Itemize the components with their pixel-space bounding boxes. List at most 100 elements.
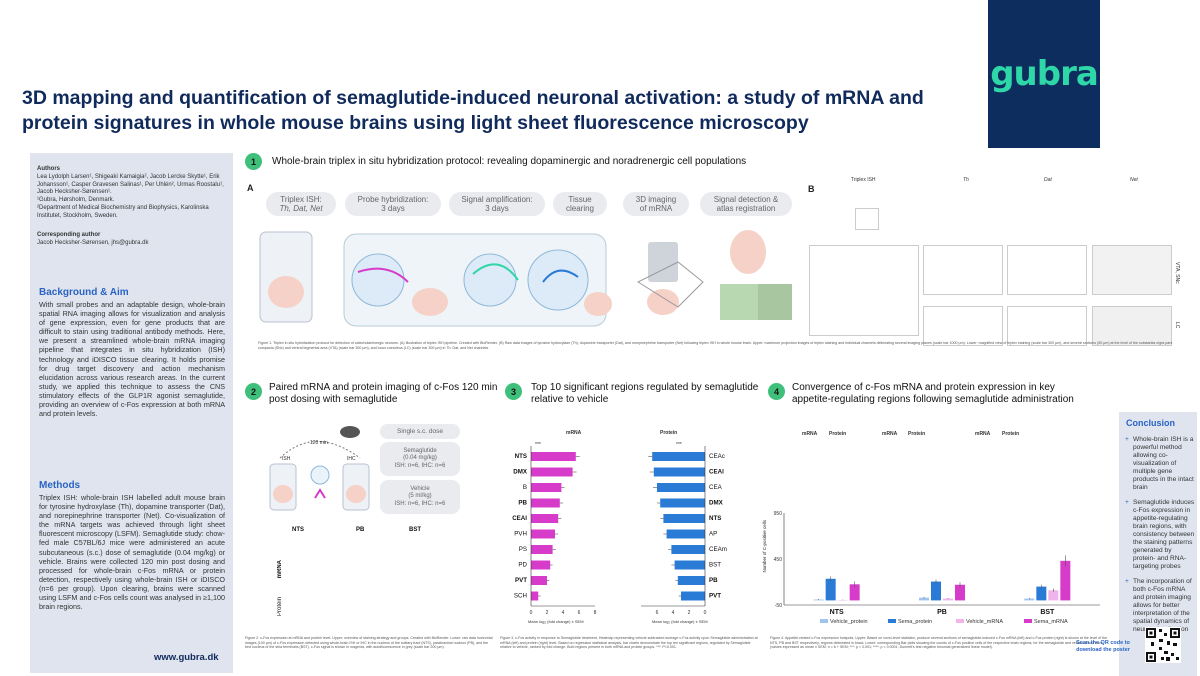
sec4-col-4: Protein [908, 431, 926, 437]
y-tick-label: 450 [774, 557, 783, 563]
y-tick-label: 950 [774, 511, 783, 517]
website-link[interactable]: www.gubra.dk [154, 652, 219, 663]
col-triplex-ish: Triplex ISH [851, 177, 876, 183]
mrna-category-label: PVT [515, 577, 527, 584]
section-2-number: 2 [245, 383, 262, 400]
x-category-label: PB [937, 609, 947, 616]
mrna-bar [531, 483, 562, 492]
step-line2: 3 days [485, 204, 509, 213]
step-3d-imaging: 3D imaging of mRNA [623, 192, 689, 216]
affiliation-2: ²Department of Medical Biochemistry and … [37, 205, 209, 219]
protein-bar [652, 452, 705, 461]
mrna-category-label: B [523, 484, 527, 491]
step-line2: atlas registration [716, 204, 776, 213]
bar-vehicle_protein [1024, 598, 1035, 601]
step-line1: 3D imaging [635, 195, 677, 204]
step-line2: 3 days [381, 204, 405, 213]
step-signal-amplification: Signal amplification: 3 days [449, 192, 545, 216]
conclusion-item-text: Whole-brain ISH is a powerful method all… [1133, 436, 1194, 491]
corresponding-author: Jacob Hecksher-Sørensen, jhs@gubra.dk [37, 240, 149, 246]
protein-bar [657, 483, 705, 492]
qr-caption: Scan the QR code to download the poster [1076, 640, 1130, 653]
protein-bar [677, 576, 705, 585]
methods-body: Triplex ISH: whole-brain ISH labelled ad… [39, 493, 225, 612]
section-1-title: Whole-brain triplex in situ hybridizatio… [272, 156, 747, 167]
row-vta-snc: VTA, SNc [1174, 262, 1180, 284]
protein-category-label: BST [709, 562, 721, 569]
mrna-category-label: PVH [514, 531, 527, 538]
bar-vehicle_mrna [1048, 590, 1059, 601]
row-lc: LC [1174, 322, 1180, 329]
triplex-ish-image [809, 245, 919, 336]
step-signal-detection: Signal detection & atlas registration [700, 192, 792, 216]
protein-category-label: PB [709, 577, 718, 584]
panel-b-label: B [808, 184, 815, 194]
legend-swatch [820, 619, 828, 623]
background-body: With small probes and an adaptable desig… [39, 300, 225, 419]
sec4-col-5: mRNA [975, 431, 991, 437]
step-line1: Tissue [568, 195, 592, 204]
mrna-category-label: PD [518, 562, 527, 569]
protein-category-label: CEAm [709, 546, 727, 553]
col-bst: BST [409, 527, 421, 533]
mrna-bar [531, 467, 573, 477]
gubra-logo: gubra [988, 0, 1100, 148]
figure-1-caption: Figure 1. Triplex in situ hybridization … [258, 341, 1173, 350]
protein-bar [653, 467, 705, 477]
time-label: 120 min [310, 440, 328, 446]
figure-2-caption: Figure 2. c-Fos expression at mRNA and p… [245, 636, 493, 650]
bar-sema_mrna [1060, 560, 1071, 601]
ish-pipeline-illustration [259, 230, 792, 327]
conclusion-item: + The incorporation of both c-Fos mRNA an… [1125, 578, 1195, 634]
mrna-x-tick: 4 [562, 610, 565, 616]
mrna-bar [531, 576, 547, 585]
protein-heading: Protein [660, 430, 678, 436]
col-th: Th [963, 177, 969, 183]
single-dose-label: Single s.c. dose [380, 424, 460, 439]
x-category-label: BST [1040, 609, 1055, 616]
x-category-label: NTS [830, 609, 844, 616]
legend-label: Sema_mRNA [1034, 619, 1068, 625]
protein-x-label: Mean log₂ (fold change) ± SEM [652, 619, 708, 624]
bar-sema_mrna [955, 584, 965, 601]
sema-dose: (0.04 mg/kg) [403, 455, 437, 462]
net-lc-image [1092, 306, 1172, 346]
step-line1: Probe hybridization: [357, 195, 429, 204]
sec4-col-3: mRNA [882, 431, 898, 437]
background-heading: Background & Aim [39, 287, 129, 298]
convergence-bar-chart: 950 450 -50 NTS PB BST Vehicle_protein Sema_pro… [774, 511, 1100, 625]
legend-swatch [956, 619, 964, 623]
legend-label: Sema_protein [898, 619, 932, 625]
ish-label: ISH [282, 456, 291, 462]
section-1-number: 1 [245, 153, 262, 170]
sema-name: Semaglutide [403, 447, 437, 454]
sidebar: Authors Lea Lydolph Larsen¹, Shigeaki Ka… [30, 153, 233, 673]
protein-sig: *** [676, 442, 682, 448]
row-protein: Protein [277, 597, 283, 617]
th-vta-image [923, 245, 1003, 295]
step-line2: Th, Dat, Net [279, 204, 323, 213]
qr-code-icon[interactable] [1145, 627, 1181, 663]
mrna-bar [531, 591, 539, 601]
mrna-category-label: SCH [514, 593, 527, 600]
dosing-illustration [269, 426, 370, 511]
mrna-category-label: PB [518, 500, 527, 507]
bar-sema_protein [931, 581, 941, 601]
bar-vehicle_protein [919, 597, 929, 601]
sec4-y-label: Number of C-positive cells [762, 520, 767, 573]
th-lc-image [923, 306, 1003, 346]
mrna-x-tick: 8 [594, 610, 597, 616]
dat-vta-image [1007, 245, 1087, 295]
mrna-bar [531, 452, 576, 461]
protein-bar [660, 498, 705, 508]
sec4-col-2: Protein [829, 431, 847, 437]
mrna-category-label: NTS [515, 453, 527, 460]
corresponding-heading: Corresponding author [37, 232, 101, 238]
vehicle-group: Vehicle (5 ml/kg) ISH: n=6, IHC: n=6 [380, 480, 460, 514]
mrna-category-label: DMX [513, 469, 528, 476]
authors-list: Lea Lydolph Larsen¹, Shigeaki Kamaigia²,… [37, 174, 224, 195]
figure-3-caption: Figure 3. c-Fos activity in response to … [500, 636, 758, 650]
veh-n: ISH: n=6, IHC: n=6 [394, 500, 446, 507]
mrna-x-tick: 2 [546, 610, 549, 616]
protein-x-tick: 0 [704, 610, 707, 616]
